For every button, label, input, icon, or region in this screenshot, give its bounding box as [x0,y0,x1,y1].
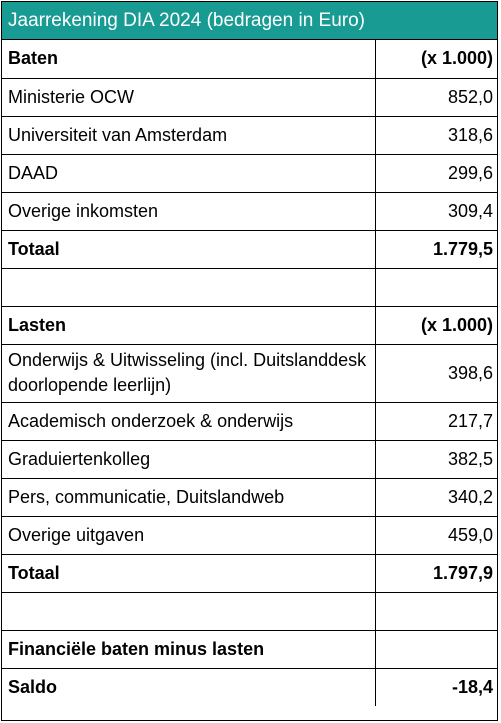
empty-cell [2,267,375,306]
baten-header: Baten [8,48,59,69]
row-value: 398,6 [374,343,497,402]
row-value: 459,0 [374,515,497,554]
row-value: 217,7 [374,401,497,440]
empty-cell [2,591,375,630]
row-label: Pers, communicatie, Duitslandweb [2,477,375,516]
row-value: 299,6 [374,153,497,192]
row-value: 382,5 [374,439,497,478]
summary-label: Financiële baten minus lasten [2,629,375,668]
table-row: Universiteit van Amsterdam 318,6 [2,115,497,154]
lasten-total-label: Totaal [2,553,375,592]
lasten-unit: (x 1.000) [374,305,497,344]
table-row: Overige uitgaven 459,0 [2,515,497,554]
statement-grid: Baten (x 1.000) Ministerie OCW 852,0 Uni… [2,40,497,706]
saldo-row: Saldo -18,4 [2,667,497,706]
saldo-value: -18,4 [374,667,497,706]
table-row: Onderwijs & Uitwisseling (incl. Duitslan… [2,343,497,402]
row-label: DAAD [2,153,375,192]
row-label: Graduiertenkolleg [2,439,375,478]
row-label: Overige inkomsten [2,191,375,230]
empty-cell [374,629,497,668]
lasten-header: Lasten [2,305,375,344]
baten-total-row: Totaal 1.779,5 [2,229,497,268]
baten-header-row: Baten (x 1.000) [2,40,497,78]
summary-row: Financiële baten minus lasten [2,629,497,668]
empty-cell [374,591,497,630]
table-row: Overige inkomsten 309,4 [2,191,497,230]
table-row: DAAD 299,6 [2,153,497,192]
saldo-label: Saldo [2,667,375,706]
lasten-total-value: 1.797,9 [374,553,497,592]
table-title: Jaarrekening DIA 2024 (bedragen in Euro) [2,2,497,40]
baten-unit: (x 1.000) [374,40,497,78]
row-label: Academisch onderzoek & onderwijs [2,401,375,440]
row-value: 318,6 [374,115,497,154]
row-label: Ministerie OCW [2,77,375,116]
table-row: Academisch onderzoek & onderwijs 217,7 [2,401,497,440]
lasten-total-row: Totaal 1.797,9 [2,553,497,592]
table-row: Graduiertenkolleg 382,5 [2,439,497,478]
row-value: 340,2 [374,477,497,516]
row-value: 852,0 [374,77,497,116]
lasten-header-row: Lasten (x 1.000) [2,305,497,344]
row-label: Universiteit van Amsterdam [2,115,375,154]
spacer-row [2,591,497,630]
spacer-row [2,267,497,306]
baten-total-value: 1.779,5 [374,229,497,268]
table-row: Pers, communicatie, Duitslandweb 340,2 [2,477,497,516]
row-value: 309,4 [374,191,497,230]
empty-cell [374,267,497,306]
table-row: Ministerie OCW 852,0 [2,77,497,116]
baten-total-label: Totaal [2,229,375,268]
row-label: Onderwijs & Uitwisseling (incl. Duitslan… [2,343,375,402]
row-label: Overige uitgaven [2,515,375,554]
